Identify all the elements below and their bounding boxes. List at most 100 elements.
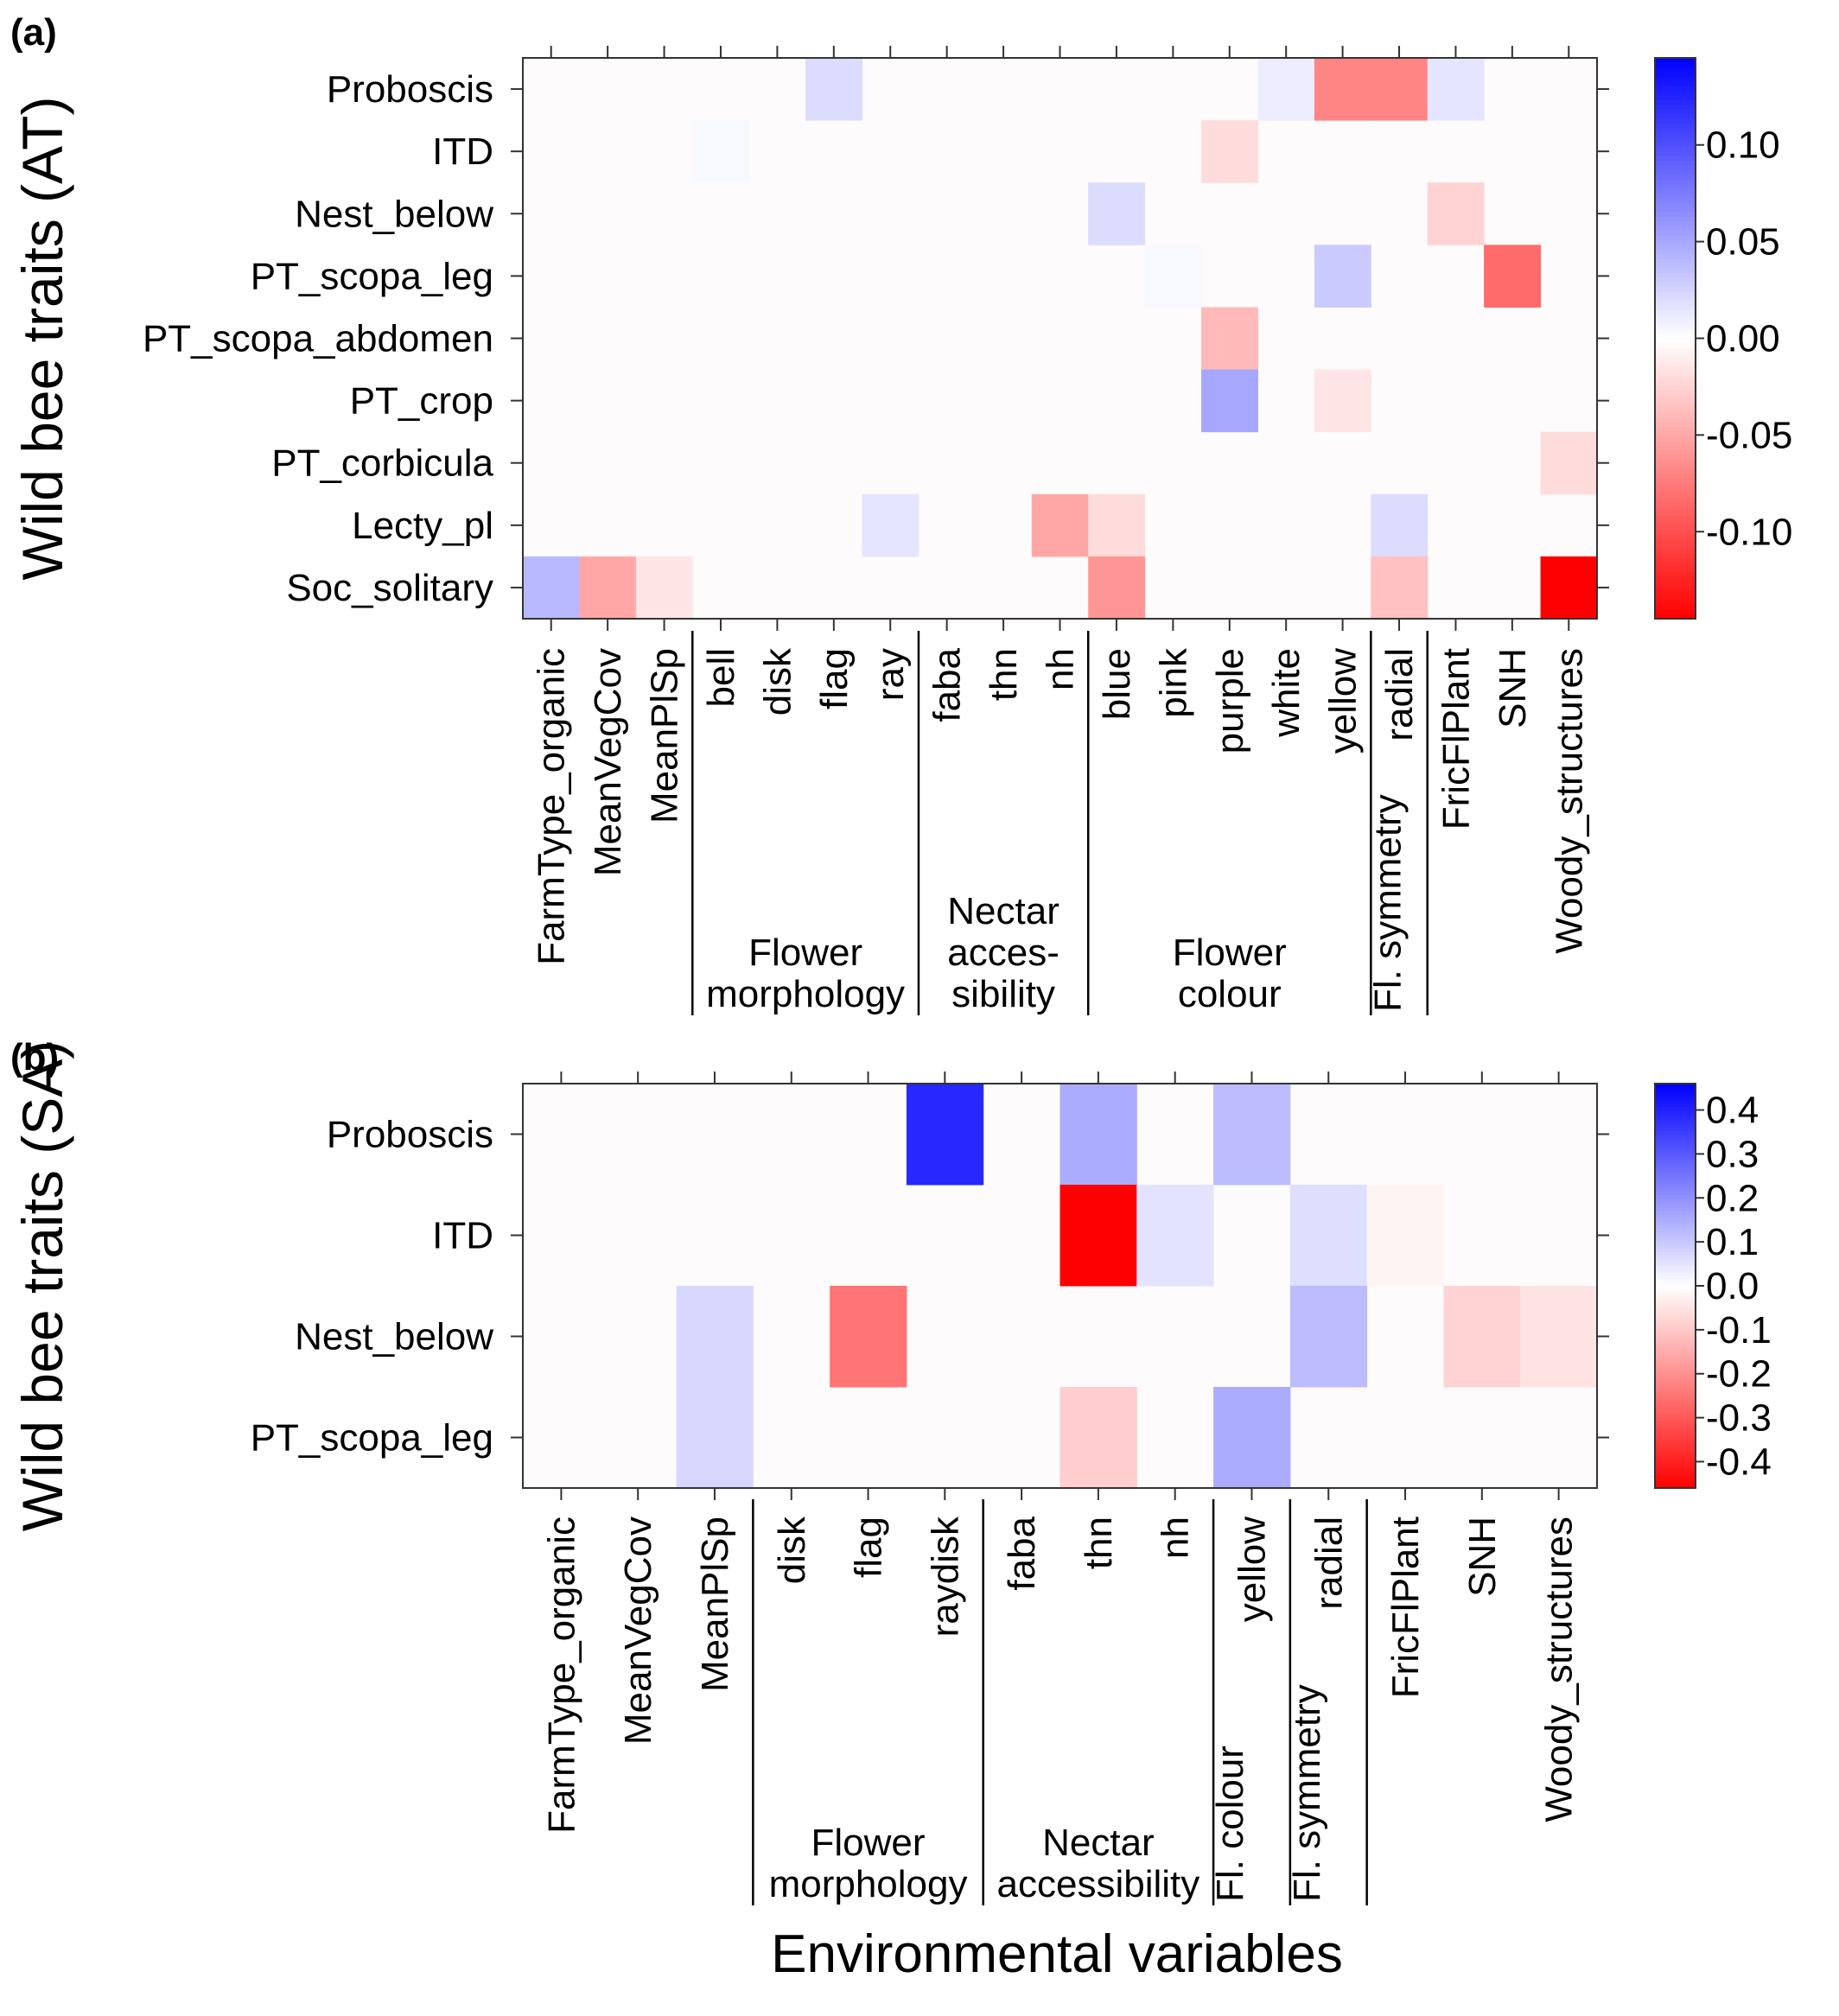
row-label: ITD xyxy=(432,130,493,173)
colorbar-band xyxy=(1655,1400,1696,1405)
colorbar-band xyxy=(1655,1117,1696,1122)
colorbar-band xyxy=(1655,328,1696,334)
colorbar-band xyxy=(1655,342,1696,348)
colorbar-band xyxy=(1655,1093,1696,1098)
colorbar-band xyxy=(1655,315,1696,321)
column-label: ray xyxy=(869,648,912,701)
colorbar-band xyxy=(1655,375,1696,381)
colorbar-band xyxy=(1655,571,1696,577)
heatmap-cell xyxy=(1314,58,1371,121)
column-label: faba xyxy=(926,647,969,722)
colorbar-band xyxy=(1655,530,1696,536)
column-label: purple xyxy=(1209,648,1251,754)
colorbar-band xyxy=(1655,1414,1696,1418)
colorbar-band xyxy=(1655,1194,1696,1199)
heatmap-cell xyxy=(1520,1286,1598,1388)
colorbar-band xyxy=(1655,142,1696,148)
group-label: morphology xyxy=(706,973,905,1015)
colorbar-band xyxy=(1655,1185,1696,1189)
group-label: Flower xyxy=(811,1822,926,1864)
colorbar-band xyxy=(1655,254,1696,260)
colorbar-band xyxy=(1655,445,1696,451)
colorbar-band xyxy=(1655,1288,1696,1294)
colorbar-band xyxy=(1655,436,1696,442)
colorbar-band xyxy=(1655,478,1696,484)
panel-label: (b) xyxy=(10,1036,59,1078)
plot-frame xyxy=(522,1083,1598,1489)
colorbar-band xyxy=(1655,427,1696,433)
group-label: Flower xyxy=(1173,932,1287,974)
colorbar-band xyxy=(1655,1187,1696,1192)
column-label: Woody_structures xyxy=(1538,1517,1581,1822)
colorbar-band xyxy=(1655,105,1696,111)
colorbar-band xyxy=(1655,1215,1696,1219)
heatmap-cell xyxy=(676,1387,754,1489)
heatmap-cell xyxy=(1443,1286,1521,1388)
colorbar-band xyxy=(1655,1295,1696,1301)
column-label: faba xyxy=(1001,1516,1043,1590)
row-label: Soc_solitary xyxy=(286,567,493,609)
colorbar-band xyxy=(1655,1322,1696,1327)
colorbar-band xyxy=(1655,501,1696,507)
colorbar-band xyxy=(1655,1103,1696,1108)
colorbar-band xyxy=(1655,1141,1696,1145)
colorbar-tick-label: -0.3 xyxy=(1706,1397,1772,1440)
colorbar-band xyxy=(1655,277,1696,283)
colorbar-band xyxy=(1655,1467,1696,1472)
colorbar-band xyxy=(1655,128,1696,134)
colorbar-band xyxy=(1655,1084,1696,1088)
colorbar-band xyxy=(1655,319,1696,325)
colorbar-band xyxy=(1655,296,1696,302)
colorbar-band xyxy=(1655,361,1696,367)
colorbar-band xyxy=(1655,544,1696,550)
group-label: Nectar xyxy=(947,890,1059,932)
colorbar-band xyxy=(1655,156,1696,162)
colorbar-band xyxy=(1655,404,1696,410)
colorbar-band xyxy=(1655,1403,1696,1408)
colorbar-band xyxy=(1655,1451,1696,1455)
heatmap-cell xyxy=(906,1084,984,1186)
colorbar-band xyxy=(1655,1396,1696,1402)
colorbar-band xyxy=(1655,553,1696,559)
colorbar-band xyxy=(1655,1329,1696,1334)
colorbar-band xyxy=(1655,1286,1696,1290)
colorbar-band xyxy=(1655,422,1696,428)
colorbar-band xyxy=(1655,81,1696,87)
colorbar-band xyxy=(1655,1201,1696,1205)
colorbar-band xyxy=(1655,520,1696,526)
colorbar-band xyxy=(1655,188,1696,194)
group-label: sibility xyxy=(951,973,1055,1015)
group-label: accessibility xyxy=(997,1863,1200,1905)
colorbar-band xyxy=(1655,1474,1696,1479)
colorbar-band xyxy=(1655,1346,1696,1351)
row-label: ITD xyxy=(432,1215,493,1257)
y-axis-title: Wild bee traits (SA) xyxy=(10,1040,74,1531)
colorbar-band xyxy=(1655,1316,1696,1320)
colorbar-band xyxy=(1655,1235,1696,1239)
colorbar-band xyxy=(1655,249,1696,255)
colorbar-band xyxy=(1655,347,1696,353)
colorbar-band xyxy=(1655,525,1696,531)
colorbar-band xyxy=(1655,1205,1696,1209)
colorbar-band xyxy=(1655,1410,1696,1415)
colorbar-band xyxy=(1655,118,1696,124)
column-label: yellow xyxy=(1322,648,1365,754)
colorbar-band xyxy=(1655,1359,1696,1364)
colorbar-band xyxy=(1655,132,1696,138)
colorbar-tick-label: 0.4 xyxy=(1706,1090,1759,1132)
heatmap-cell xyxy=(1371,556,1429,620)
colorbar-band xyxy=(1655,1107,1696,1111)
colorbar-band xyxy=(1655,305,1696,311)
colorbar-band xyxy=(1655,1481,1696,1485)
colorbar-band xyxy=(1655,1454,1696,1459)
colorbar-band xyxy=(1655,1161,1696,1166)
colorbar-band xyxy=(1655,1167,1696,1172)
heatmap-cell xyxy=(1213,1387,1291,1489)
colorbar-band xyxy=(1655,137,1696,143)
colorbar-band xyxy=(1655,67,1696,73)
colorbar-band xyxy=(1655,1174,1696,1179)
colorbar-band xyxy=(1655,516,1696,522)
panel-b-heatmap: (b)Wild bee traits (SA) Proboscis ITD Nest_… xyxy=(10,1036,1772,1905)
colorbar-band xyxy=(1655,1383,1696,1388)
